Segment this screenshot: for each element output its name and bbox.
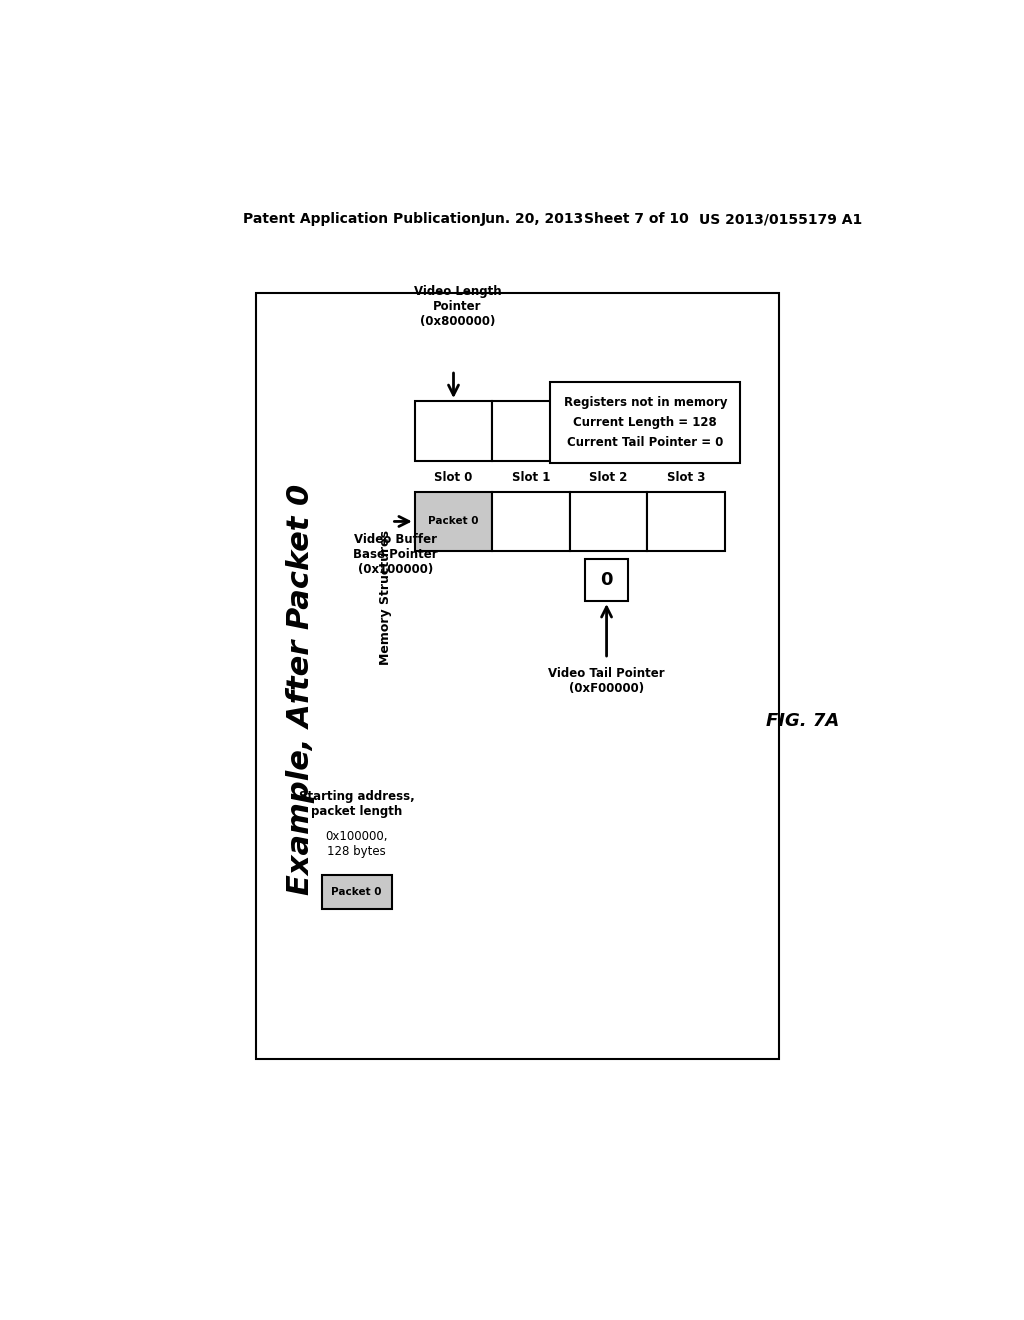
Bar [493, 492, 569, 552]
Text: Video Tail Pointer
(0xF00000): Video Tail Pointer (0xF00000) [548, 667, 665, 694]
Text: Packet 0: Packet 0 [428, 516, 479, 527]
Text: Slot 0: Slot 0 [434, 471, 473, 484]
Bar [647, 492, 725, 552]
Text: Patent Application Publication: Patent Application Publication [243, 213, 481, 227]
Text: Example, After Packet 0: Example, After Packet 0 [286, 484, 314, 895]
Text: Packet 0: Packet 0 [332, 887, 382, 896]
Bar [550, 381, 740, 462]
Text: 0x100000,
128 bytes: 0x100000, 128 bytes [326, 830, 388, 858]
Bar [256, 293, 779, 1059]
Text: FIG. 7A: FIG. 7A [766, 711, 839, 730]
Text: Slot 2: Slot 2 [590, 471, 628, 484]
Text: Starting address,
packet length: Starting address, packet length [299, 789, 415, 818]
Text: Registers not in memory
Current Length = 128
Current Tail Pointer = 0: Registers not in memory Current Length =… [563, 396, 727, 449]
Text: Sheet 7 of 10: Sheet 7 of 10 [585, 213, 689, 227]
Bar [322, 874, 391, 909]
Bar [493, 401, 569, 461]
Text: Slot 3: Slot 3 [667, 471, 706, 484]
Text: Video Buffer
Base Pointer
(0x100000): Video Buffer Base Pointer (0x100000) [353, 533, 437, 576]
Bar [569, 492, 647, 552]
Bar [586, 558, 628, 601]
Text: Memory Structures: Memory Structures [379, 529, 392, 665]
Bar [415, 401, 493, 461]
Text: US 2013/0155179 A1: US 2013/0155179 A1 [699, 213, 862, 227]
Text: Slot 1: Slot 1 [512, 471, 550, 484]
Bar [647, 401, 725, 461]
Text: Jun. 20, 2013: Jun. 20, 2013 [481, 213, 585, 227]
Text: 0: 0 [600, 572, 612, 589]
Bar [569, 401, 647, 461]
Bar [415, 492, 493, 552]
Text: Video Length
Pointer
(0x800000): Video Length Pointer (0x800000) [414, 285, 501, 327]
